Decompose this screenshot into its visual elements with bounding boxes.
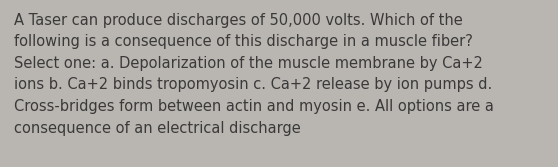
Text: following is a consequence of this discharge in a muscle fiber?: following is a consequence of this disch… <box>14 35 473 49</box>
Text: ions b. Ca+2 binds tropomyosin c. Ca+2 release by ion pumps d.: ions b. Ca+2 binds tropomyosin c. Ca+2 r… <box>14 77 492 93</box>
Text: A Taser can produce discharges of 50,000 volts. Which of the: A Taser can produce discharges of 50,000… <box>14 13 463 28</box>
Text: consequence of an electrical discharge: consequence of an electrical discharge <box>14 121 301 135</box>
Text: Select one: a. Depolarization of the muscle membrane by Ca+2: Select one: a. Depolarization of the mus… <box>14 56 483 71</box>
Text: Cross-bridges form between actin and myosin e. All options are a: Cross-bridges form between actin and myo… <box>14 99 494 114</box>
